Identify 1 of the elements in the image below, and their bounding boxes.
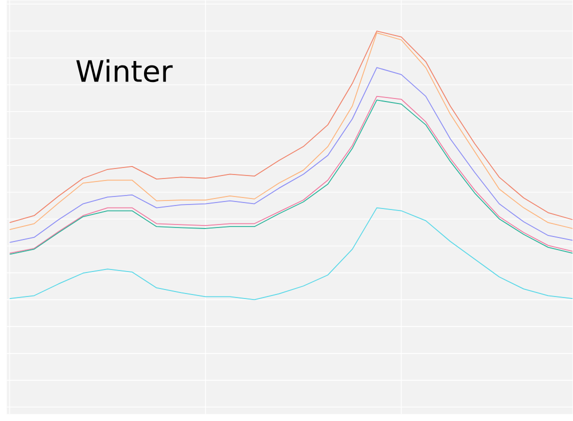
text: Winter bbox=[76, 59, 173, 82]
